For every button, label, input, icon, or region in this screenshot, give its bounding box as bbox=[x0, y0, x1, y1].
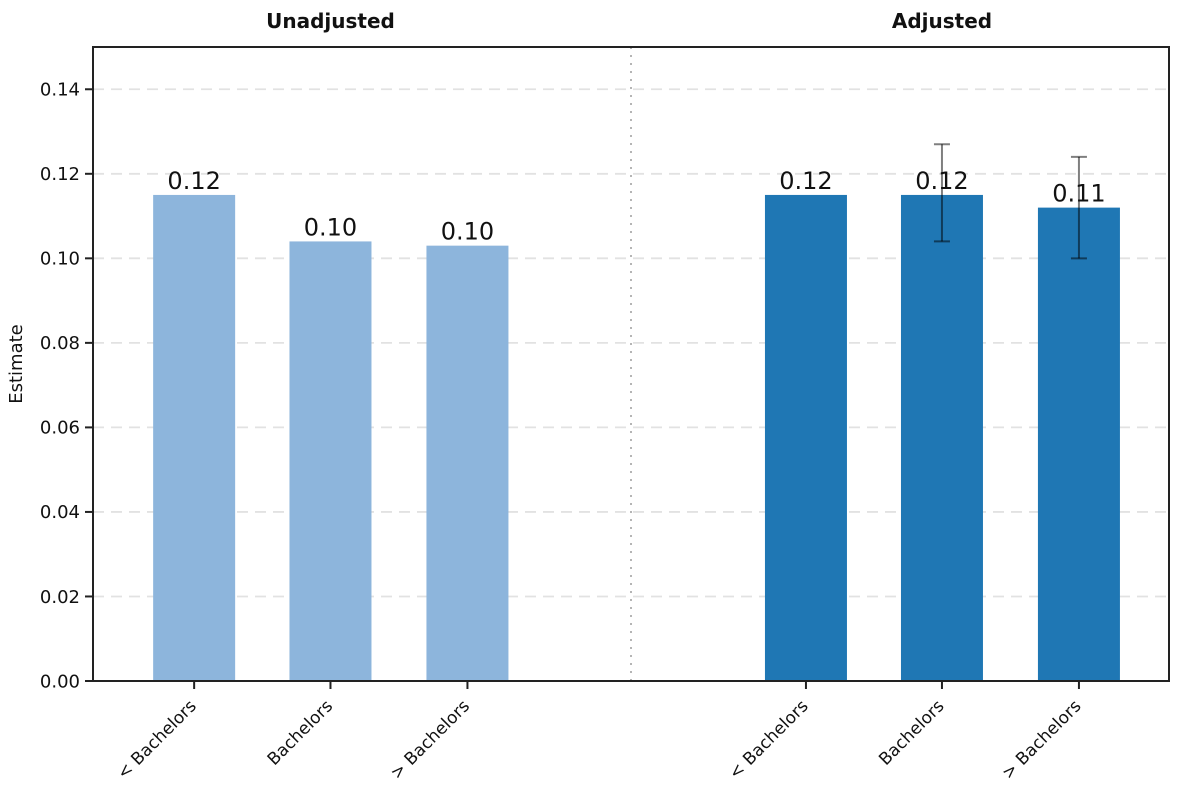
bar-value-label-adjusted-bachelors: 0.12 bbox=[779, 167, 832, 195]
y-tick-label-0.12: 0.12 bbox=[40, 164, 80, 185]
y-tick-label-0.02: 0.02 bbox=[40, 587, 80, 608]
x-tick-label-unadjusted-bachelors: > Bachelors bbox=[387, 696, 474, 783]
y-axis-label: Estimate bbox=[6, 324, 27, 404]
bar-unadjusted-bachelors bbox=[289, 241, 372, 681]
y-tick-label-0.04: 0.04 bbox=[40, 502, 80, 523]
bar-value-label-adjusted-bachelors: 0.11 bbox=[1052, 180, 1105, 208]
y-tick-label-0.00: 0.00 bbox=[40, 671, 80, 692]
x-tick-label-adjusted-bachelors: Bachelors bbox=[875, 696, 948, 769]
bar-value-label-unadjusted-bachelors: 0.12 bbox=[167, 167, 220, 195]
panel-title-unadjusted: Unadjusted bbox=[266, 9, 395, 33]
bar-value-label-unadjusted-bachelors: 0.10 bbox=[441, 218, 494, 246]
y-tick-label-0.06: 0.06 bbox=[40, 418, 80, 439]
y-tick-label-0.08: 0.08 bbox=[40, 333, 80, 354]
bar-value-label-unadjusted-bachelors: 0.10 bbox=[304, 213, 357, 241]
y-tick-label-0.14: 0.14 bbox=[40, 80, 80, 101]
bar-adjusted-bachelors bbox=[764, 194, 847, 681]
x-tick-label-unadjusted-bachelors: Bachelors bbox=[264, 696, 337, 769]
y-tick-label-0.10: 0.10 bbox=[40, 249, 80, 270]
x-tick-label-adjusted-bachelors: > Bachelors bbox=[998, 696, 1085, 783]
bar-unadjusted-bachelors bbox=[153, 194, 236, 681]
bar-adjusted-bachelors bbox=[1037, 207, 1120, 681]
bar-unadjusted-bachelors bbox=[426, 245, 509, 682]
panel-title-adjusted: Adjusted bbox=[892, 9, 992, 33]
x-tick-label-adjusted-bachelors: < Bachelors bbox=[725, 696, 812, 783]
bar-value-label-adjusted-bachelors: 0.12 bbox=[915, 167, 968, 195]
bar-adjusted-bachelors bbox=[900, 194, 983, 681]
x-tick-label-unadjusted-bachelors: < Bachelors bbox=[114, 696, 201, 783]
axes-frame bbox=[92, 46, 1170, 682]
